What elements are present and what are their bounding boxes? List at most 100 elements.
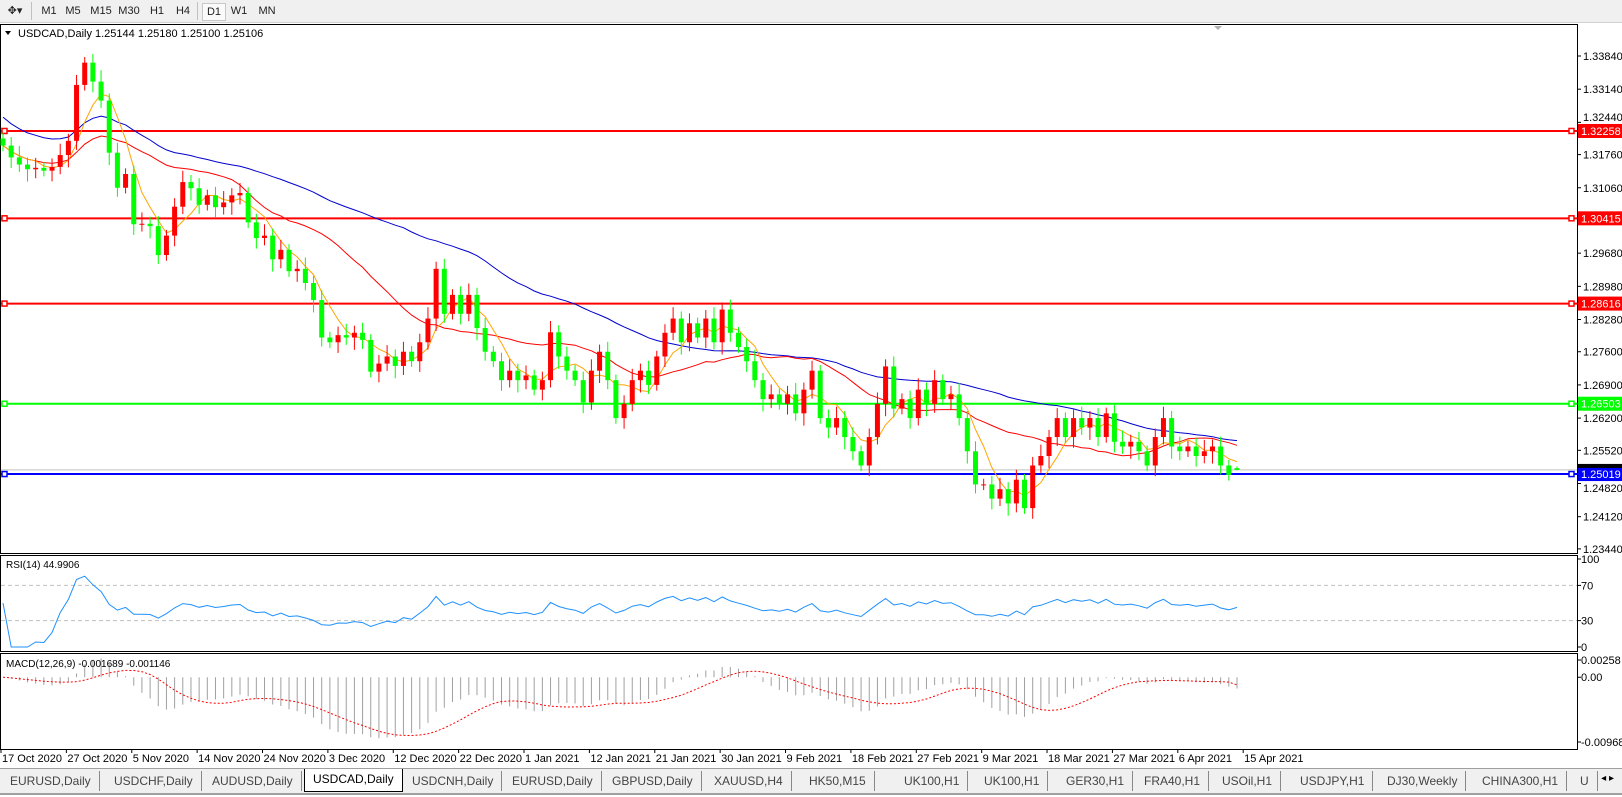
candle-body[interactable] xyxy=(16,157,22,165)
candle-body[interactable] xyxy=(825,418,831,428)
candle-body[interactable] xyxy=(989,484,995,499)
candle-body[interactable] xyxy=(1152,437,1158,466)
candle-body[interactable] xyxy=(57,155,63,167)
tab-eurusd-daily[interactable]: EURUSD,Daily xyxy=(504,771,602,791)
candle-body[interactable] xyxy=(956,394,962,419)
candle-body[interactable] xyxy=(883,366,889,404)
candle-body[interactable] xyxy=(842,418,848,438)
candle-body[interactable] xyxy=(196,188,202,205)
candle-body[interactable] xyxy=(392,356,398,366)
tab-usdchf-daily[interactable]: USDCHF,Daily xyxy=(106,771,202,791)
candle-body[interactable] xyxy=(654,356,660,385)
candle-body[interactable] xyxy=(204,195,210,205)
candle-body[interactable] xyxy=(1005,489,1011,504)
tab-usdcad-daily[interactable]: USDCAD,Daily xyxy=(304,769,403,792)
candle-body[interactable] xyxy=(262,235,268,238)
candle-body[interactable] xyxy=(793,394,799,414)
candle-body[interactable] xyxy=(466,294,472,314)
candle-body[interactable] xyxy=(106,100,112,153)
candle-body[interactable] xyxy=(891,366,897,409)
candle-body[interactable] xyxy=(809,370,815,390)
candle-body[interactable] xyxy=(1128,441,1134,447)
candle-body[interactable] xyxy=(539,380,545,390)
candle-body[interactable] xyxy=(384,356,390,364)
crosshair-dropdown-icon[interactable]: ✥▾ xyxy=(7,5,23,17)
tab-uk100-h1[interactable]: UK100,H1 xyxy=(896,771,969,791)
tab-eurusd-daily[interactable]: EURUSD,Daily xyxy=(2,771,100,791)
candle-body[interactable] xyxy=(711,318,717,343)
candle-body[interactable] xyxy=(319,300,325,338)
candle-body[interactable] xyxy=(621,403,627,419)
candle-body[interactable] xyxy=(458,294,464,314)
candle-body[interactable] xyxy=(1111,413,1117,442)
candle-body[interactable] xyxy=(1030,465,1036,509)
candle-body[interactable] xyxy=(163,235,169,256)
candle-body[interactable] xyxy=(580,380,586,403)
candle-body[interactable] xyxy=(662,332,668,357)
candle-body[interactable] xyxy=(613,380,619,419)
candle-body[interactable] xyxy=(74,84,80,141)
candle-body[interactable] xyxy=(850,437,856,452)
candle-body[interactable] xyxy=(776,394,782,404)
candle-body[interactable] xyxy=(1079,418,1085,428)
candle-body[interactable] xyxy=(368,339,374,372)
tab-u[interactable]: U xyxy=(1572,771,1598,791)
candle-body[interactable] xyxy=(482,328,488,352)
candle-body[interactable] xyxy=(940,380,946,400)
candle-body[interactable] xyxy=(253,222,259,238)
candle-body[interactable] xyxy=(678,318,684,343)
candle-body[interactable] xyxy=(188,182,194,189)
candle-body[interactable] xyxy=(515,370,521,381)
candle-body[interactable] xyxy=(695,323,701,338)
candle-body[interactable] xyxy=(866,437,872,466)
chart-shift-marker-icon[interactable] xyxy=(1214,26,1222,30)
candle-body[interactable] xyxy=(874,403,880,438)
candle-body[interactable] xyxy=(801,389,807,414)
candle-body[interactable] xyxy=(245,192,251,223)
line-anchor-left[interactable] xyxy=(1,470,8,478)
tab-xauusd-h4[interactable]: XAUUSD,H4 xyxy=(706,771,792,791)
timeframe-mn[interactable]: MN xyxy=(258,5,276,17)
candle-body[interactable] xyxy=(703,318,709,338)
candle-body[interactable] xyxy=(817,370,823,419)
tab-fra40-h1[interactable]: FRA40,H1 xyxy=(1136,771,1210,791)
candle-body[interactable] xyxy=(964,418,970,452)
line-anchor-left[interactable] xyxy=(1,127,8,135)
candle-body[interactable] xyxy=(221,202,227,208)
candle-body[interactable] xyxy=(1169,418,1175,447)
tab-usoil-h1[interactable]: USOil,H1 xyxy=(1214,771,1282,791)
line-anchor-right[interactable] xyxy=(1568,127,1575,135)
candle-body[interactable] xyxy=(409,351,415,362)
candle-body[interactable] xyxy=(972,451,978,485)
candle-body[interactable] xyxy=(981,484,987,486)
candle-body[interactable] xyxy=(899,399,905,409)
candle-body[interactable] xyxy=(1046,437,1052,456)
candle-body[interactable] xyxy=(270,235,276,260)
candle-body[interactable] xyxy=(433,268,439,319)
candle-body[interactable] xyxy=(172,206,178,236)
candle-body[interactable] xyxy=(719,309,725,343)
candle-body[interactable] xyxy=(33,167,39,170)
candle-body[interactable] xyxy=(1160,418,1166,438)
timeframe-m1[interactable]: M1 xyxy=(41,5,57,17)
line-anchor-right[interactable] xyxy=(1568,300,1575,307)
candle-body[interactable] xyxy=(507,370,513,381)
line-anchor-right[interactable] xyxy=(1568,470,1575,478)
candle-body[interactable] xyxy=(327,337,333,343)
timeframe-m15[interactable]: M15 xyxy=(90,5,112,17)
line-anchor-right[interactable] xyxy=(1568,215,1575,222)
candle-body[interactable] xyxy=(1136,441,1142,452)
candle-body[interactable] xyxy=(49,166,55,171)
tab-uk100-h1[interactable]: UK100,H1 xyxy=(976,771,1049,791)
candle-body[interactable] xyxy=(760,380,766,400)
tab-hk50-m15[interactable]: HK50,M15 xyxy=(801,771,875,791)
candle-body[interactable] xyxy=(834,418,840,428)
candle-body[interactable] xyxy=(597,351,603,371)
candle-body[interactable] xyxy=(229,195,235,203)
candle-body[interactable] xyxy=(1193,446,1199,456)
tab-gbpusd-daily[interactable]: GBPUSD,Daily xyxy=(604,771,702,791)
candle-body[interactable] xyxy=(727,309,733,333)
tab-usdjpy-h1[interactable]: USDJPY,H1 xyxy=(1292,771,1374,791)
candle-body[interactable] xyxy=(858,451,864,466)
timeframe-h4[interactable]: H4 xyxy=(175,5,191,17)
